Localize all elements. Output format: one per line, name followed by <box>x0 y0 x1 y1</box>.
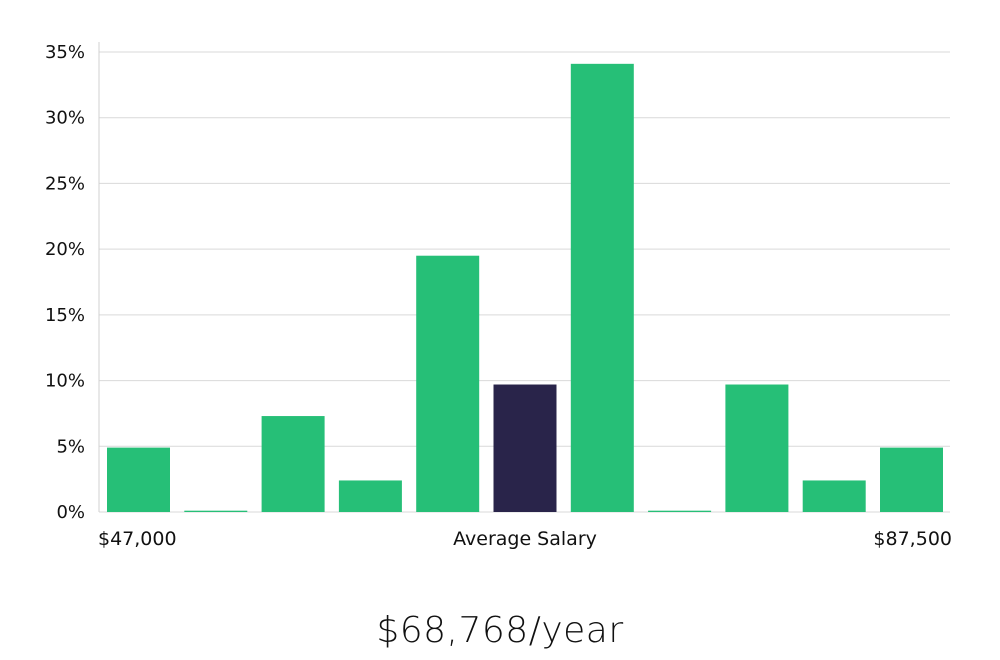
bar <box>261 416 325 512</box>
y-tick-label: 20% <box>45 239 85 260</box>
bar <box>725 384 789 512</box>
x-axis-min-label: $47,000 <box>98 528 177 550</box>
x-axis-max-label: $87,500 <box>873 528 952 550</box>
bar <box>416 255 480 512</box>
average-salary-value: $68,768/year <box>376 610 624 651</box>
y-tick-label: 30% <box>45 108 85 129</box>
bar <box>648 510 712 512</box>
y-tick-label: 15% <box>45 305 85 326</box>
gridlines <box>99 51 950 513</box>
y-tick-label: 0% <box>56 502 85 523</box>
bar <box>880 447 943 512</box>
y-tick-label: 10% <box>45 371 85 392</box>
x-axis-center-label: Average Salary <box>453 528 597 550</box>
y-tick-label: 35% <box>45 42 85 63</box>
bar <box>107 447 170 512</box>
bar <box>802 480 866 512</box>
y-tick-label: 5% <box>56 436 85 457</box>
bar <box>184 510 248 512</box>
y-tick-label: 25% <box>45 173 85 194</box>
y-axis-ticks: 0% 5% 10% 15% 20% 25% 30% 35% <box>45 42 85 523</box>
bar <box>338 480 402 512</box>
bar <box>570 63 634 512</box>
bars <box>107 63 943 512</box>
bar-highlighted <box>493 384 557 512</box>
